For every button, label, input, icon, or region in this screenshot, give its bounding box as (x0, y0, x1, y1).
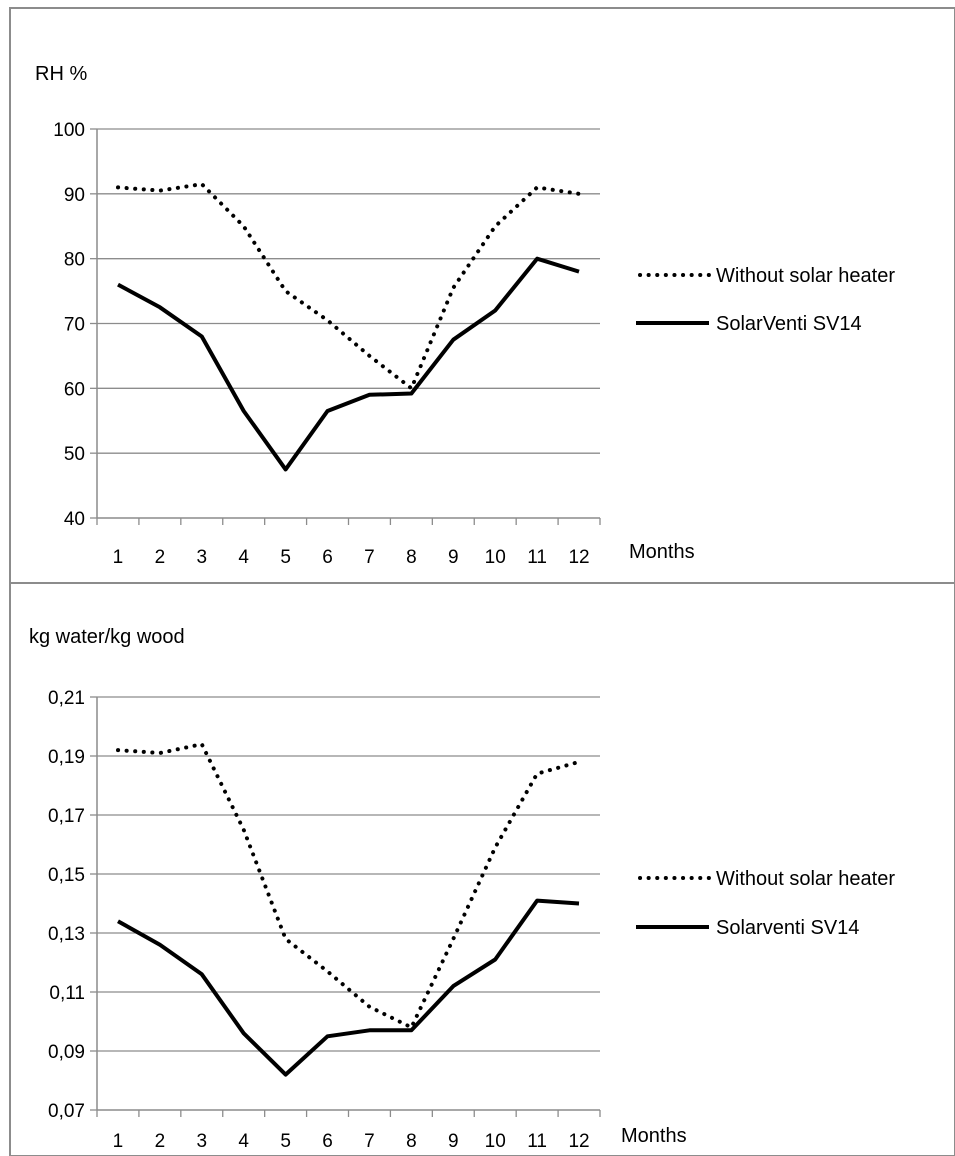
y-tick-label: 0,19 (48, 747, 85, 768)
y-tick-label: 0,15 (48, 865, 85, 886)
x-tick-label: 5 (280, 1131, 291, 1152)
x-tick-label: 7 (364, 547, 375, 568)
panel-frame (9, 582, 955, 1156)
x-tick-label: 6 (322, 547, 333, 568)
x-tick-label: 3 (197, 547, 208, 568)
y-tick-label: 0,11 (49, 983, 85, 1004)
y-tick-label: 0,13 (48, 924, 85, 945)
y-tick-label: 0,21 (48, 688, 85, 709)
x-tick-label: 3 (197, 1131, 208, 1152)
x-axis-label: Months (629, 541, 695, 563)
x-tick-label: 11 (527, 1131, 547, 1152)
x-tick-label: 8 (406, 1131, 417, 1152)
y-tick-label: 40 (64, 509, 85, 530)
x-tick-label: 7 (364, 1131, 375, 1152)
legend-label: Without solar heater (716, 265, 895, 287)
legend-label: SolarVenti SV14 (716, 313, 862, 335)
y-tick-label: 50 (64, 444, 85, 465)
series-line-without-solar-heater (116, 742, 581, 1030)
x-tick-label: 10 (485, 547, 506, 568)
x-axis-label: Months (621, 1125, 687, 1147)
series-line-solarventi-sv14 (117, 898, 580, 1077)
x-tick-label: 8 (406, 547, 417, 568)
x-tick-label: 10 (485, 1131, 506, 1152)
x-tick-label: 4 (238, 547, 249, 568)
series-line-without-solar-heater (116, 182, 581, 391)
x-tick-label: 2 (155, 1131, 166, 1152)
x-tick-label: 12 (568, 547, 589, 568)
y-tick-label: 60 (64, 379, 85, 400)
x-tick-label: 1 (113, 547, 124, 568)
x-tick-label: 11 (527, 547, 547, 568)
y-axis-label: kg water/kg wood (29, 626, 185, 648)
x-tick-label: 6 (322, 1131, 333, 1152)
series-line-solarventi-sv14 (117, 256, 580, 472)
y-tick-label: 100 (53, 120, 85, 141)
y-tick-label: 70 (64, 315, 85, 336)
y-tick-label: 0,09 (48, 1042, 85, 1063)
y-tick-label: 0,17 (48, 806, 85, 827)
x-tick-label: 2 (155, 547, 166, 568)
chart-panel-2: kg water/kg wood 0,07 0,09 0,11 0,13 0,15 0,17… (9, 582, 955, 1156)
x-tick-label: 4 (238, 1131, 249, 1152)
y-tick-label: 90 (64, 185, 85, 206)
legend-label: Without solar heater (716, 868, 895, 890)
y-tick-label: 0,07 (48, 1101, 85, 1122)
y-axis-label: RH % (35, 63, 87, 85)
x-tick-label: 12 (568, 1131, 589, 1152)
legend-label: Solarventi SV14 (716, 917, 859, 939)
x-tick-label: 5 (280, 547, 291, 568)
x-tick-label: 1 (113, 1131, 124, 1152)
x-tick-label: 9 (448, 1131, 459, 1152)
panel-frame (9, 7, 955, 584)
y-tick-label: 80 (64, 250, 85, 271)
x-tick-label: 9 (448, 547, 459, 568)
